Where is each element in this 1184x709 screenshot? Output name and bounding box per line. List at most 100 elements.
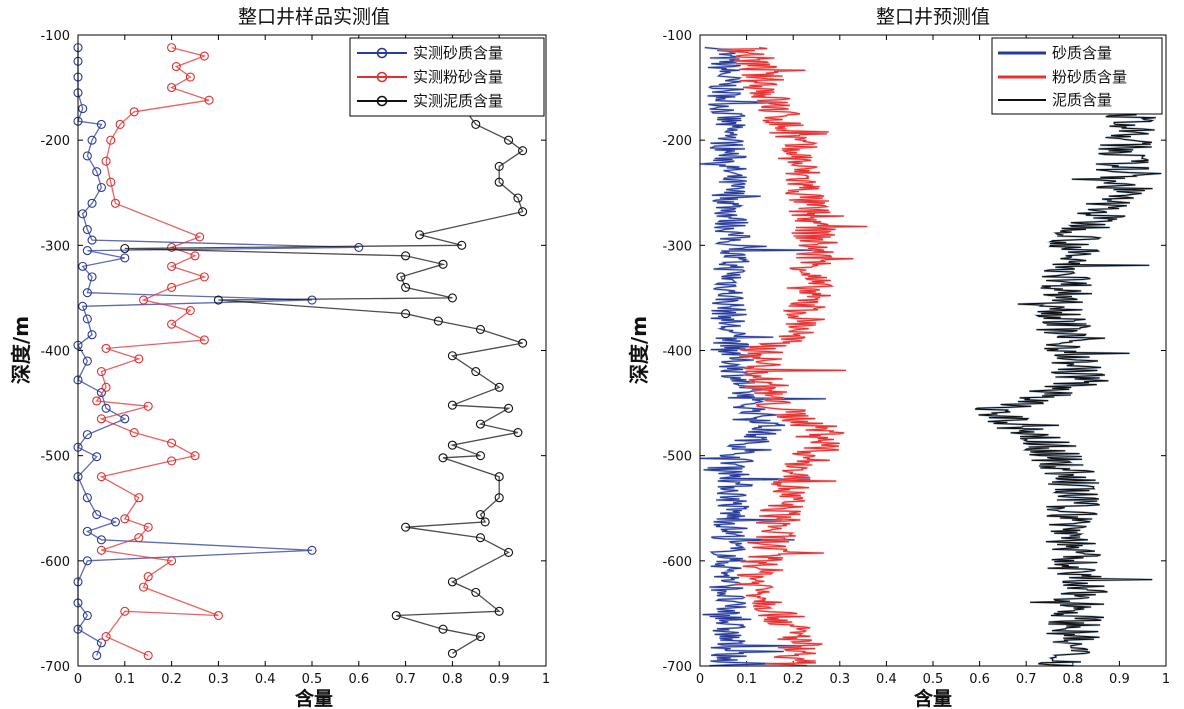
right-legend-label-mud: 泥质含量 [1052, 91, 1112, 109]
right-y-tick-label: -500 [662, 450, 692, 465]
left-plot-background [78, 35, 546, 666]
right-x-tick-label: 0.3 [829, 672, 850, 687]
left-data-point-mud [475, 510, 486, 520]
left-x-tick-label: 1 [542, 672, 550, 687]
left-data-point-sand [96, 119, 106, 129]
left-data-point-sand [87, 330, 97, 340]
left-data-point-silt [115, 119, 125, 129]
left-data-point-silt [129, 427, 139, 438]
right-x-tick-label: 0.2 [783, 672, 804, 687]
left-data-point-sand [82, 493, 92, 503]
left-data-point-silt [195, 232, 205, 242]
left-data-point-mud [494, 472, 504, 482]
left-data-point-sand [82, 225, 92, 235]
left-data-point-mud [447, 293, 457, 303]
left-data-point-silt [96, 545, 106, 555]
left-data-point-mud [447, 577, 457, 587]
left-x-tick-label: 0.3 [208, 672, 229, 687]
left-data-point-sand [87, 198, 97, 208]
right-legend-label-silt: 粉砂质含量 [1052, 68, 1127, 86]
left-x-axis-label: 含量 [295, 687, 333, 709]
left-data-point-sand [96, 638, 106, 648]
right-x-tick-label: 0.4 [876, 672, 897, 687]
left-data-point-sand [78, 301, 88, 311]
right-x-tick-label: 0.8 [1062, 672, 1083, 687]
left-series-line-silt [95, 46, 219, 657]
left-x-tick-label: 0.9 [489, 672, 510, 687]
left-data-point-sand [87, 235, 97, 245]
left-data-point-mud [447, 440, 457, 450]
left-data-point-mud [401, 522, 411, 532]
left-x-tick-label: 0.7 [395, 672, 416, 687]
left-data-point-sand [82, 356, 92, 366]
right-y-tick-label: -400 [662, 345, 692, 360]
left-data-point-sand [78, 209, 88, 219]
left-data-point-sand [82, 430, 92, 440]
left-data-point-mud [471, 587, 481, 597]
right-y-tick-label: -300 [662, 239, 692, 254]
left-data-point-mud [401, 251, 411, 261]
left-data-point-silt [190, 451, 200, 461]
left-data-point-mud [513, 427, 523, 438]
right-series-line-mud [974, 47, 1162, 667]
left-data-point-silt [101, 343, 111, 353]
left-data-point-silt [106, 135, 116, 145]
right-y-tick-label: -100 [662, 29, 692, 44]
left-x-tick-label: 0.4 [255, 672, 276, 687]
left-data-point-mud [494, 493, 504, 503]
left-y-tick-label: -700 [40, 660, 70, 675]
left-x-tick-label: 0.8 [442, 672, 463, 687]
left-data-point-mud [120, 243, 130, 254]
left-data-point-mud [475, 324, 486, 335]
left-data-point-silt [190, 251, 200, 261]
left-data-point-silt [213, 610, 223, 621]
left-data-point-mud [475, 419, 486, 429]
right-x-tick-label: 0.5 [923, 672, 944, 687]
left-data-point-silt [167, 43, 177, 53]
left-data-point-silt [138, 582, 149, 592]
left-data-point-mud [213, 295, 223, 305]
left-data-point-mud [504, 403, 514, 413]
right-plot-frame [699, 34, 1167, 667]
left-data-point-sand [110, 517, 120, 527]
left-data-point-sand [354, 242, 364, 252]
left-data-point-mud [494, 382, 504, 392]
left-data-point-silt [134, 354, 144, 364]
left-chart-title: 整口井样品实测值 [238, 6, 390, 28]
left-data-point-sand [307, 545, 317, 555]
left-data-point-mud [438, 624, 448, 634]
left-data-point-mud [447, 400, 457, 410]
left-data-point-mud [518, 338, 528, 348]
left-x-tick-label: 0.1 [114, 672, 135, 687]
left-data-point-sand [78, 104, 88, 114]
left-x-tick-label: 0.2 [161, 672, 182, 687]
left-data-point-sand [82, 610, 92, 621]
left-data-point-sand [92, 167, 102, 177]
left-data-point-mud [457, 240, 467, 250]
left-data-point-silt [185, 72, 195, 82]
left-data-point-sand [120, 253, 130, 263]
left-plot-frame [77, 34, 547, 667]
left-legend-label-mud: 实测泥质含量 [413, 92, 503, 110]
left-plot-area: 0 0.1 0.2 0.3 0.4 0.5 0.6 0.7 0.8 0.9 1 -100 -200 -30… [40, 29, 550, 687]
left-chart-panel: 整口井样品实测值 深度/m 含量 0 0.1 0.2 0.3 0.4 0.5 0.6 0.7 0… [9, 6, 550, 709]
left-data-point-silt [101, 632, 111, 642]
right-x-tick-label: 0.9 [1109, 672, 1130, 687]
left-data-point-silt [167, 319, 177, 329]
left-data-point-sand [87, 135, 97, 145]
left-data-point-silt [96, 472, 106, 482]
left-data-point-sand [120, 414, 130, 424]
right-y-tick-label: -600 [662, 555, 692, 570]
left-data-point-sand [87, 272, 97, 282]
left-legend-marker-silt [376, 71, 388, 83]
left-y-tick-label: -200 [40, 134, 70, 149]
left-data-point-sand [82, 151, 92, 161]
left-data-point-mud [471, 119, 481, 129]
left-data-point-silt [96, 414, 106, 424]
left-data-point-mud [518, 146, 528, 156]
right-y-tick-label: -200 [662, 134, 692, 149]
left-data-point-mud [415, 230, 425, 240]
left-data-point-mud [513, 193, 523, 203]
left-legend-label-silt: 实测粉砂含量 [413, 68, 503, 86]
